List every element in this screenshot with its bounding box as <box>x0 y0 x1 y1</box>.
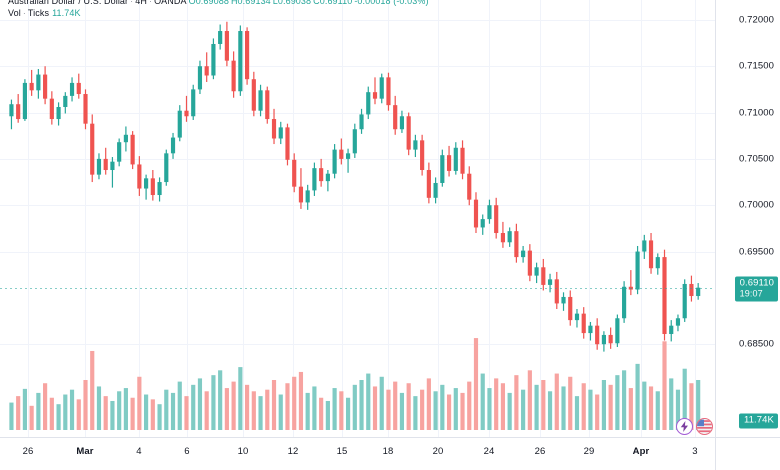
time-axis-label: 24 <box>483 446 495 457</box>
time-axis-label: 18 <box>382 446 394 457</box>
current-price-value: 0.69110 <box>739 277 774 288</box>
time-axis-divider <box>715 438 716 470</box>
chart-gridlines <box>0 0 715 437</box>
legend-close-value: 0.69110 <box>319 0 353 6</box>
legend-close-label: C <box>313 0 320 6</box>
current-price-badge: 0.69110 19:07 <box>734 276 778 301</box>
time-axis-label: 3 <box>692 446 698 457</box>
current-price-time: 19:07 <box>739 288 763 298</box>
current-volume-value: 11.74K <box>743 414 774 426</box>
legend-vol-source: Ticks <box>27 8 50 18</box>
time-axis-label: Mar <box>76 446 94 457</box>
legend-volume-row: Vol · Ticks 11.74K <box>8 8 429 19</box>
price-axis-label: 0.70500 <box>738 153 774 165</box>
legend-change: -0.00018 (-0.03%) <box>354 0 429 6</box>
legend-sep-2: · <box>148 0 153 6</box>
price-axis[interactable]: 0.72000 0.71500 0.71000 0.70500 0.70000 0.695… <box>715 0 780 437</box>
legend-symbol[interactable]: Australian Dollar / U.S. Dollar <box>8 0 129 6</box>
legend-open-value: 0.69088 <box>195 0 229 6</box>
time-axis-label: Apr <box>632 446 650 457</box>
time-axis-label: 15 <box>336 446 348 457</box>
legend-high-label: H <box>230 0 238 6</box>
time-axis-label: 12 <box>287 446 299 457</box>
time-axis-label: 29 <box>583 446 595 457</box>
price-axis-label: 0.71500 <box>738 60 774 72</box>
time-axis-label: 26 <box>534 446 546 457</box>
legend-vol-value: 11.74K <box>52 8 81 18</box>
chart-corner-icons <box>676 418 713 435</box>
legend-symbol-row: Australian Dollar / U.S. Dollar · 4H · OANDA… <box>8 0 429 7</box>
time-axis-label: 6 <box>184 446 190 457</box>
legend-interval[interactable]: 4H <box>135 0 147 6</box>
time-axis-label: 10 <box>237 446 249 457</box>
price-axis-label: 0.70000 <box>738 199 774 211</box>
price-axis-label: 0.71000 <box>738 107 774 119</box>
current-volume-badge: 11.74K <box>738 413 778 429</box>
price-axis-label: 0.68500 <box>738 338 774 350</box>
time-axis-label: 4 <box>136 446 142 457</box>
legend-sep-3: · <box>22 8 26 18</box>
legend-sep-1: · <box>130 0 134 6</box>
time-axis-label: 20 <box>432 446 444 457</box>
candlestick-series <box>0 21 715 352</box>
us-flag-icon[interactable] <box>696 418 713 435</box>
legend-low-value: 0.69038 <box>277 0 312 6</box>
chart-legend: Australian Dollar / U.S. Dollar · 4H · OANDA… <box>8 0 429 19</box>
legend-high-value: 0.69134 <box>237 0 271 6</box>
legend-exchange[interactable]: OANDA <box>154 0 187 6</box>
time-axis-label: 26 <box>22 446 34 457</box>
legend-low-label: L <box>272 0 278 6</box>
chart-plot-area[interactable] <box>0 0 715 437</box>
lightning-bolt-icon[interactable] <box>676 418 693 435</box>
time-axis[interactable]: 26 Mar 4 6 10 12 15 18 20 24 26 29 Apr 3 <box>0 437 780 470</box>
volume-series <box>9 338 701 430</box>
price-axis-label: 0.72000 <box>738 14 774 26</box>
price-axis-label: 0.69500 <box>738 246 774 258</box>
legend-open-label: O <box>188 0 196 6</box>
legend-vol-label[interactable]: Vol <box>8 8 21 18</box>
